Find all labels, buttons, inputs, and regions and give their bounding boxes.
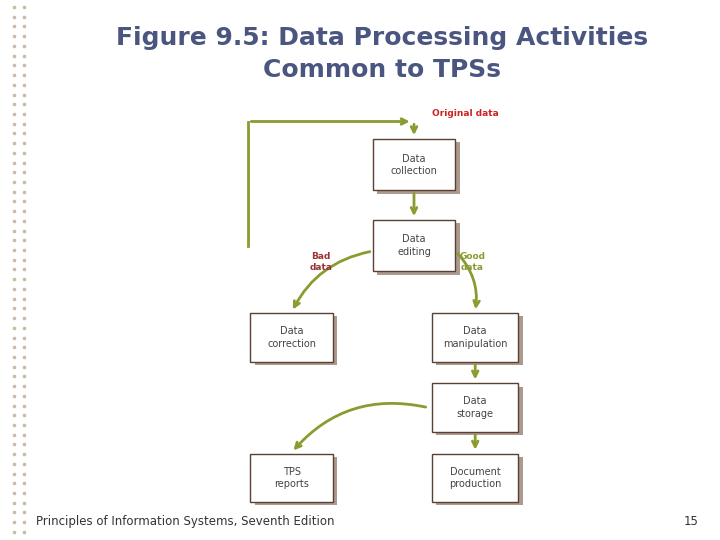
Text: Good
data: Good data xyxy=(459,252,485,272)
FancyBboxPatch shape xyxy=(373,220,455,271)
Text: Data
storage: Data storage xyxy=(456,396,494,419)
Text: Data
correction: Data correction xyxy=(267,326,316,349)
Text: Document
production: Document production xyxy=(449,467,501,489)
FancyBboxPatch shape xyxy=(251,454,333,502)
FancyBboxPatch shape xyxy=(377,142,459,194)
FancyBboxPatch shape xyxy=(436,457,523,505)
FancyBboxPatch shape xyxy=(436,387,523,435)
Text: Bad
data: Bad data xyxy=(310,252,333,272)
FancyBboxPatch shape xyxy=(373,139,455,191)
FancyBboxPatch shape xyxy=(432,383,518,432)
Text: Original data: Original data xyxy=(432,109,499,118)
FancyBboxPatch shape xyxy=(377,223,459,274)
Text: 15: 15 xyxy=(683,515,698,528)
FancyBboxPatch shape xyxy=(436,316,523,365)
FancyBboxPatch shape xyxy=(432,454,518,502)
Text: Principles of Information Systems, Seventh Edition: Principles of Information Systems, Seven… xyxy=(36,515,335,528)
FancyBboxPatch shape xyxy=(255,316,337,365)
Text: Data
collection: Data collection xyxy=(390,153,438,176)
Text: Figure 9.5: Data Processing Activities: Figure 9.5: Data Processing Activities xyxy=(115,26,648,50)
Text: Common to TPSs: Common to TPSs xyxy=(263,58,500,82)
FancyBboxPatch shape xyxy=(432,313,518,362)
FancyBboxPatch shape xyxy=(255,457,337,505)
FancyBboxPatch shape xyxy=(251,313,333,362)
Text: TPS
reports: TPS reports xyxy=(274,467,309,489)
Text: Data
manipulation: Data manipulation xyxy=(443,326,508,349)
Text: Data
editing: Data editing xyxy=(397,234,431,257)
